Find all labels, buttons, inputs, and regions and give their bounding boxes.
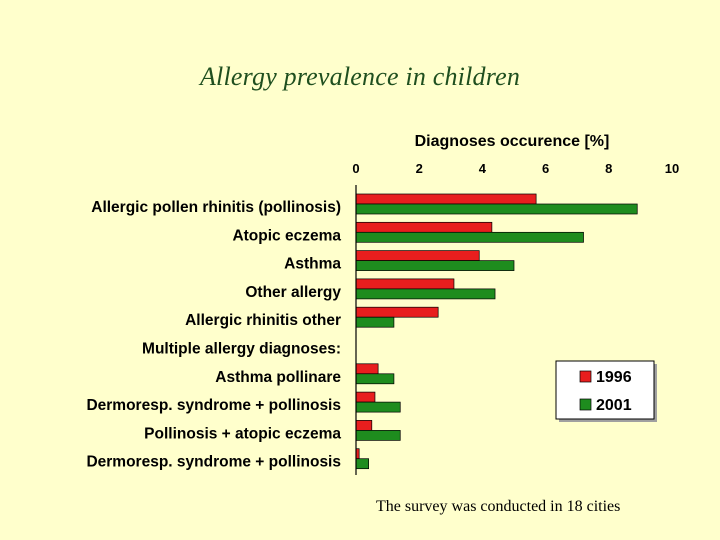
category-label: Multiple allergy diagnoses: — [142, 341, 341, 358]
bar-2001 — [355, 288, 496, 300]
legend-swatch — [579, 398, 592, 411]
bar-1996 — [355, 420, 373, 431]
bar-2001 — [355, 231, 584, 243]
legend-label: 2001 — [596, 397, 632, 414]
category-label: Pollinosis + atopic eczema — [144, 425, 341, 442]
legend-box — [555, 360, 655, 420]
x-tick-label: 0 — [352, 161, 359, 176]
category-label: Allergic rhinitis other — [185, 312, 341, 329]
category-label: Asthma — [284, 256, 341, 273]
category-label: Allergic pollen rhinitis (pollinosis) — [91, 199, 341, 216]
x-tick-label: 2 — [416, 161, 423, 176]
x-axis-ticks: 0 2 4 6 8 10 — [352, 161, 679, 176]
legend-swatch — [579, 370, 592, 383]
slide-title: Allergy prevalence in children — [199, 62, 521, 91]
bar-1996 — [355, 193, 537, 205]
legend: 1996 2001 — [555, 360, 657, 422]
category-label: Other allergy — [245, 284, 341, 301]
category-label: Dermoresp. syndrome + pollinosis — [86, 454, 341, 471]
x-tick-label: 4 — [479, 161, 487, 176]
category-label: Atopic eczema — [232, 227, 341, 244]
x-tick-label: 6 — [542, 161, 549, 176]
bar-1996 — [355, 278, 455, 290]
bar-2001 — [355, 373, 395, 385]
bar-2001 — [355, 458, 369, 470]
bar-2001 — [355, 203, 638, 215]
legend-label: 1996 — [596, 369, 632, 386]
bar-2001 — [355, 316, 395, 328]
category-label: Asthma pollinare — [215, 369, 341, 386]
bar-2001 — [355, 401, 401, 413]
x-axis-title: Diagnoses occurence [%] — [415, 133, 610, 150]
category-label: Dermoresp. syndrome + pollinosis — [86, 397, 341, 414]
bar-1996 — [355, 363, 379, 375]
bar-1996 — [355, 306, 439, 318]
x-tick-label: 10 — [665, 161, 679, 176]
bar-1996 — [355, 250, 480, 261]
bar-1996 — [355, 391, 376, 403]
category-labels: Allergic pollen rhinitis (pollinosis) Ato… — [86, 199, 341, 471]
bar-1996 — [355, 221, 493, 233]
x-tick-label: 8 — [605, 161, 612, 176]
bars — [355, 185, 638, 475]
footnote: The survey was conducted in 18 cities — [376, 498, 621, 515]
bar-2001 — [355, 260, 515, 271]
bar-2001 — [355, 430, 401, 441]
